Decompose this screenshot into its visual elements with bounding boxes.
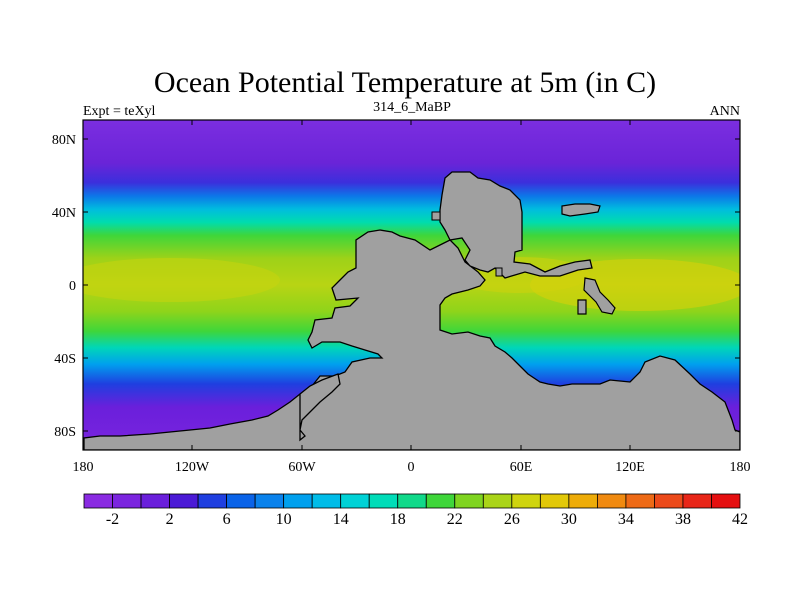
period-label: 314_6_MaBP <box>373 100 451 115</box>
warm-pool-west <box>83 258 280 302</box>
lat-tick-label: 0 <box>69 279 76 294</box>
lon-axis: 180 120W 60W 0 60E 120E 180 <box>73 120 751 475</box>
colorbar <box>83 493 741 509</box>
island-east-arc <box>583 277 616 315</box>
colorbar-swatch <box>596 493 627 509</box>
colorbar-swatch <box>254 493 285 509</box>
island-north-east <box>561 203 601 217</box>
colorbar-swatch <box>340 493 370 509</box>
colorbar-swatch <box>283 493 313 509</box>
colorbar-label: 22 <box>447 511 463 528</box>
lat-axis: 80N 40N 0 40S 80S <box>52 133 740 440</box>
colorbar-swatch <box>682 493 712 509</box>
lon-tick-label: 0 <box>408 460 415 475</box>
colorbar-label: 26 <box>504 511 520 528</box>
map-plot-area <box>83 120 740 450</box>
colorbar-label: -2 <box>106 511 119 528</box>
colorbar-swatch <box>226 493 256 509</box>
map-title: Ocean Potential Temperature at 5m (in C) <box>154 66 656 99</box>
landmass-southern-arm <box>299 373 341 442</box>
colorbar-label: 42 <box>732 511 748 528</box>
colorbar-swatch <box>425 493 456 509</box>
island-mid <box>495 267 503 277</box>
colorbar-swatch <box>368 493 399 509</box>
lat-tick-label: 80N <box>52 133 76 148</box>
colorbar-swatch <box>112 493 142 509</box>
colorbar-swatch <box>140 493 170 509</box>
colorbar-swatch <box>482 493 513 509</box>
colorbar-swatch <box>397 493 427 509</box>
experiment-label: Expt = teXyl <box>83 104 156 119</box>
season-label: ANN <box>710 104 740 119</box>
colorbar-swatch <box>711 493 741 509</box>
colorbar-swatch <box>169 493 199 509</box>
colorbar-label: 18 <box>390 511 406 528</box>
lon-tick-label: 120E <box>615 460 645 475</box>
island-north-inlet <box>431 211 441 221</box>
colorbar-swatch <box>311 493 342 509</box>
lat-tick-label: 40S <box>54 352 76 367</box>
lon-tick-label: 120W <box>175 460 210 475</box>
island-east-small <box>577 299 587 315</box>
colorbar-label: 14 <box>333 511 349 528</box>
colorbar-label: 10 <box>276 511 292 528</box>
lon-tick-label: 60W <box>288 460 316 475</box>
colorbar-label: 34 <box>618 511 634 528</box>
colorbar-swatch <box>83 493 113 509</box>
colorbar-swatch <box>625 493 655 509</box>
colorbar-label: 30 <box>561 511 577 528</box>
colorbar-swatch <box>568 493 598 509</box>
colorbar-swatch <box>539 493 570 509</box>
colorbar-swatch <box>511 493 541 509</box>
lat-tick-label: 40N <box>52 206 76 221</box>
lon-tick-label: 180 <box>730 460 751 475</box>
colorbar-swatch <box>197 493 228 509</box>
colorbar-label: 2 <box>166 511 174 528</box>
colorbar-swatch <box>654 493 684 509</box>
colorbar-label: 38 <box>675 511 691 528</box>
lat-tick-label: 80S <box>54 425 76 440</box>
colorbar-swatch <box>454 493 484 509</box>
colorbar-labels: -2 2 6 10 14 18 22 26 30 34 38 42 <box>106 511 748 528</box>
colorbar-label: 6 <box>223 511 231 528</box>
lon-tick-label: 60E <box>510 460 533 475</box>
lon-tick-label: 180 <box>73 460 94 475</box>
